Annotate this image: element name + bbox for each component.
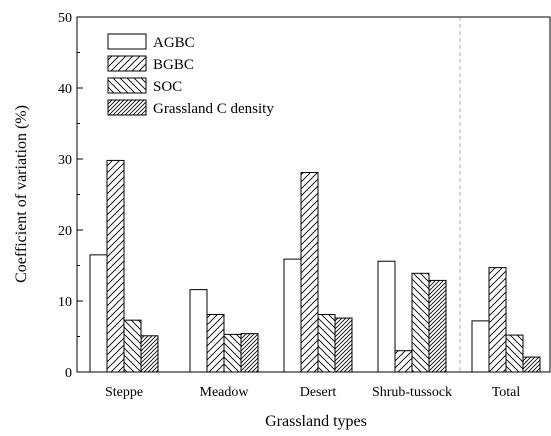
y-tick-label-40: 40 bbox=[58, 82, 72, 97]
legend-swatch-soc bbox=[107, 77, 147, 94]
legend-label-agbc: AGBC bbox=[153, 35, 195, 51]
bar-bgbc-meadow bbox=[206, 313, 225, 373]
legend-swatch-agbc bbox=[107, 33, 147, 50]
x-axis: Steppe Meadow Desert Shrub-tussock Total bbox=[105, 367, 520, 400]
y-axis: 0 10 20 30 40 50 bbox=[58, 11, 83, 381]
x-tick-label-meadow: Meadow bbox=[200, 385, 250, 400]
bar-grassland-c-density-meadow bbox=[240, 333, 259, 373]
bar-agbc-shrub-tussock bbox=[377, 260, 396, 373]
y-tick-label-10: 10 bbox=[58, 295, 72, 310]
bar-bgbc-steppe bbox=[106, 159, 125, 373]
legend-label-bgbc: BGBC bbox=[153, 57, 194, 73]
x-axis-title: Grassland types bbox=[265, 413, 367, 430]
bars-layer bbox=[89, 159, 541, 373]
bar-agbc-total bbox=[471, 320, 490, 373]
bar-agbc-meadow bbox=[189, 289, 208, 373]
x-tick-label-desert: Desert bbox=[300, 385, 337, 400]
y-tick-label-30: 30 bbox=[58, 153, 72, 168]
bar-bgbc-total bbox=[488, 267, 507, 373]
bar-soc-shrub-tussock bbox=[411, 272, 430, 373]
bar-soc-desert bbox=[317, 313, 336, 373]
bar-grassland-c-density-steppe bbox=[140, 335, 159, 373]
bar-agbc-desert bbox=[283, 258, 302, 373]
legend-label-soc: SOC bbox=[153, 79, 182, 95]
bar-grassland-c-density-desert bbox=[334, 317, 353, 373]
bar-grassland-c-density-total bbox=[522, 356, 541, 373]
bar-grassland-c-density-shrub-tussock bbox=[428, 279, 447, 373]
x-tick-label-shrub-tussock: Shrub-tussock bbox=[372, 385, 452, 400]
bar-soc-steppe bbox=[123, 319, 142, 373]
legend: AGBC BGBC SOC Grassland C density bbox=[107, 33, 274, 117]
bar-soc-total bbox=[505, 334, 524, 373]
bar-agbc-steppe bbox=[89, 254, 108, 373]
bar-bgbc-desert bbox=[300, 171, 319, 373]
legend-swatch-grassland-c-density bbox=[107, 99, 147, 116]
x-tick-label-steppe: Steppe bbox=[105, 385, 143, 400]
bar-soc-meadow bbox=[223, 333, 242, 373]
legend-swatch-bgbc bbox=[107, 55, 147, 72]
y-tick-label-50: 50 bbox=[58, 11, 72, 26]
x-tick-label-total: Total bbox=[492, 385, 521, 400]
legend-label-grassland-c-density: Grassland C density bbox=[153, 101, 274, 117]
bar-bgbc-shrub-tussock bbox=[394, 350, 413, 373]
y-axis-title: Coefficient of variation (%) bbox=[13, 105, 30, 283]
y-tick-label-20: 20 bbox=[58, 224, 72, 239]
y-tick-label-0: 0 bbox=[65, 366, 72, 381]
